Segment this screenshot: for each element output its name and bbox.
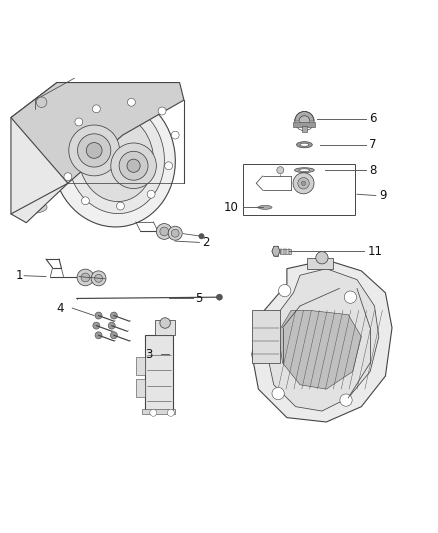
Ellipse shape (294, 168, 314, 173)
Circle shape (340, 394, 352, 406)
Circle shape (81, 273, 90, 282)
Circle shape (298, 177, 309, 189)
Circle shape (344, 291, 357, 303)
Ellipse shape (53, 92, 175, 227)
Circle shape (272, 387, 284, 400)
Circle shape (111, 143, 156, 189)
Ellipse shape (14, 135, 47, 147)
Circle shape (199, 233, 204, 239)
Circle shape (168, 226, 182, 240)
Ellipse shape (14, 184, 47, 197)
Circle shape (277, 167, 284, 174)
Circle shape (279, 285, 291, 297)
Circle shape (93, 322, 100, 329)
Ellipse shape (258, 205, 272, 209)
Bar (280, 248, 291, 254)
Bar (302, 126, 307, 132)
Circle shape (92, 105, 100, 113)
Ellipse shape (14, 151, 47, 164)
Ellipse shape (79, 114, 153, 201)
Bar (136, 357, 145, 375)
Circle shape (167, 409, 174, 416)
Ellipse shape (21, 170, 40, 178)
Bar (142, 409, 175, 414)
Ellipse shape (328, 302, 368, 354)
Circle shape (316, 252, 328, 264)
Text: 6: 6 (369, 112, 377, 125)
Text: 7: 7 (369, 138, 377, 151)
Circle shape (156, 223, 172, 239)
Polygon shape (11, 83, 68, 223)
Circle shape (91, 271, 106, 286)
Circle shape (127, 98, 135, 106)
Ellipse shape (14, 168, 47, 180)
Circle shape (117, 202, 124, 210)
Text: 10: 10 (224, 201, 239, 214)
Circle shape (75, 118, 83, 126)
Circle shape (293, 173, 314, 194)
Polygon shape (11, 83, 184, 183)
Circle shape (95, 312, 102, 319)
Ellipse shape (68, 102, 164, 214)
Circle shape (108, 322, 115, 329)
Text: 4: 4 (56, 302, 64, 314)
Circle shape (110, 332, 117, 339)
Text: 11: 11 (368, 245, 383, 257)
Circle shape (95, 274, 102, 282)
Circle shape (81, 197, 89, 205)
Polygon shape (278, 310, 361, 389)
Circle shape (127, 159, 140, 172)
Ellipse shape (21, 137, 40, 145)
Ellipse shape (14, 201, 47, 214)
Circle shape (77, 269, 94, 286)
Circle shape (150, 409, 157, 416)
Circle shape (36, 97, 47, 108)
Circle shape (160, 227, 169, 236)
Text: 9: 9 (379, 189, 386, 202)
Circle shape (158, 107, 166, 115)
Circle shape (64, 173, 72, 181)
Text: 8: 8 (369, 164, 377, 176)
Bar (307, 258, 333, 269)
Circle shape (160, 318, 170, 328)
Circle shape (86, 142, 102, 158)
Wedge shape (295, 111, 314, 121)
Circle shape (301, 181, 306, 185)
Ellipse shape (297, 142, 312, 148)
Bar (136, 379, 145, 397)
Circle shape (171, 229, 179, 237)
Circle shape (78, 134, 111, 167)
Polygon shape (252, 260, 392, 422)
Circle shape (119, 151, 148, 180)
Ellipse shape (300, 143, 309, 146)
Text: 5: 5 (195, 292, 202, 304)
Ellipse shape (21, 187, 40, 195)
Bar (293, 123, 315, 127)
Circle shape (299, 116, 310, 126)
Circle shape (147, 190, 155, 198)
Bar (243, 164, 355, 215)
Circle shape (165, 162, 173, 169)
Circle shape (95, 332, 102, 339)
Text: 3: 3 (145, 348, 152, 361)
Bar (145, 335, 173, 410)
Ellipse shape (21, 154, 40, 161)
Text: 1: 1 (15, 269, 23, 282)
Circle shape (216, 294, 223, 300)
Circle shape (69, 125, 120, 176)
Bar (252, 310, 280, 363)
Circle shape (110, 312, 117, 319)
Circle shape (171, 131, 179, 139)
Ellipse shape (21, 204, 40, 211)
Bar (155, 320, 175, 335)
Text: 2: 2 (202, 236, 210, 249)
Polygon shape (272, 246, 280, 256)
Ellipse shape (299, 169, 310, 172)
Polygon shape (267, 269, 379, 411)
